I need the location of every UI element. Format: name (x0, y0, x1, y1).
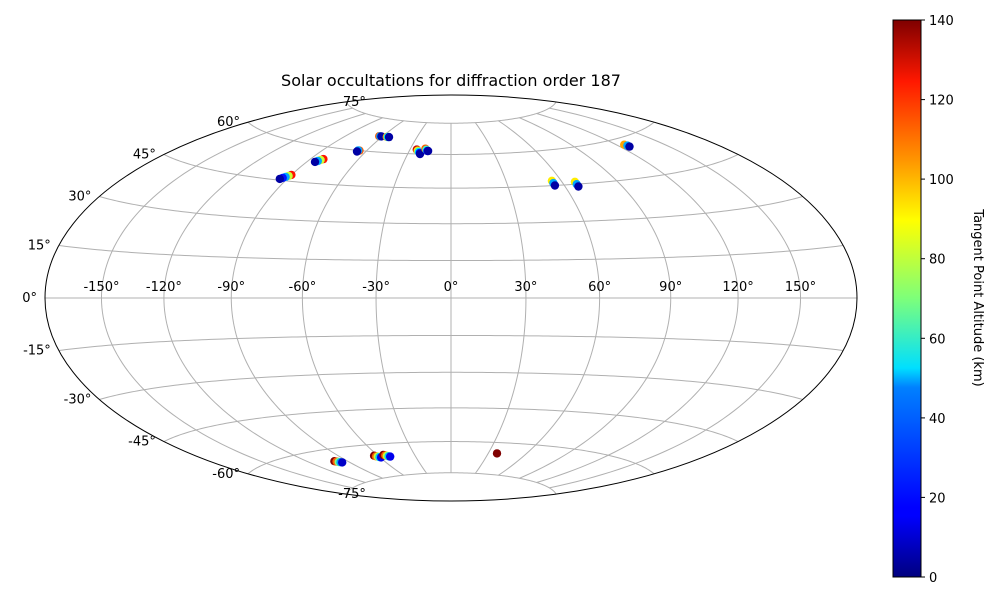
longitude-tick-label: 60° (588, 280, 611, 295)
occultation-point (275, 174, 284, 184)
parallel-line (99, 196, 803, 225)
latitude-tick-label: 45° (133, 148, 156, 163)
occultation-point (415, 149, 425, 159)
latitude-tick-label: -60° (212, 467, 240, 482)
latitude-tick-label: -15° (23, 344, 51, 359)
longitude-tick-label: -90° (217, 280, 245, 295)
colorbar-tick-label: 0 (929, 571, 937, 586)
parallel-line (247, 121, 655, 155)
occultation-point (574, 182, 583, 191)
colorbar-tick-label: 100 (929, 173, 954, 188)
longitude-tick-label: -150° (83, 280, 119, 295)
chart-title: Solar occultations for diffraction order… (281, 71, 621, 90)
longitude-tick-label: -60° (289, 280, 317, 295)
map-grid (45, 101, 857, 495)
parallel-line (247, 441, 655, 475)
longitude-tick-labels: -150° -120° -90° -60° -30° 0° 30° 60° 90° 120° 150… (83, 280, 816, 295)
data-points (275, 132, 634, 467)
longitude-tick-label: -30° (362, 280, 390, 295)
longitude-tick-label: 0° (444, 280, 459, 295)
map-boundary (44, 94, 858, 502)
latitude-tick-labels: -75° -60° -45° -30° -15° 0° 15° 30° 45° 60° 75° (22, 95, 366, 502)
occultation-point (310, 157, 320, 167)
parallel-line (163, 407, 739, 442)
occultation-point (625, 142, 634, 151)
longitude-tick-label: 120° (722, 280, 753, 295)
colorbar-tick-label: 80 (929, 253, 946, 268)
latitude-tick-label: -75° (338, 487, 366, 502)
longitude-tick-label: -120° (146, 280, 182, 295)
colorbar-ticks: 0 20 40 60 80 100 120 140 (921, 14, 954, 586)
colorbar-label: Tangent Point Altitude (km) (970, 208, 985, 386)
colorbar-tick-label: 60 (929, 332, 946, 347)
occultation-point (338, 458, 347, 467)
latitude-tick-label: 15° (28, 239, 51, 254)
latitude-tick-label: -45° (128, 435, 156, 450)
parallel-line (345, 472, 557, 495)
occultation-point (550, 181, 560, 190)
latitude-tick-label: 0° (22, 291, 37, 306)
occultation-point (423, 146, 433, 156)
occultation-point (352, 147, 362, 156)
colorbar-tick-label: 120 (929, 94, 954, 109)
colorbar-tick-label: 40 (929, 412, 946, 427)
longitude-tick-label: 150° (785, 280, 816, 295)
parallel-line (345, 101, 557, 124)
colorbar-tick-label: 20 (929, 491, 946, 506)
colorbar-tick-label: 140 (929, 14, 954, 29)
parallel-line (58, 244, 844, 262)
colorbar (892, 19, 922, 578)
latitude-tick-label: 75° (343, 95, 366, 110)
latitude-tick-label: -30° (64, 393, 92, 408)
occultation-point (384, 132, 394, 142)
occultation-point (492, 449, 502, 458)
parallel-line (58, 334, 844, 352)
latitude-tick-label: 30° (68, 190, 91, 205)
occultation-point (386, 452, 395, 461)
parallel-line (99, 371, 803, 400)
longitude-tick-label: 30° (514, 280, 537, 295)
parallel-line (163, 154, 739, 189)
longitude-tick-label: 90° (659, 280, 682, 295)
latitude-tick-label: 60° (217, 115, 240, 130)
